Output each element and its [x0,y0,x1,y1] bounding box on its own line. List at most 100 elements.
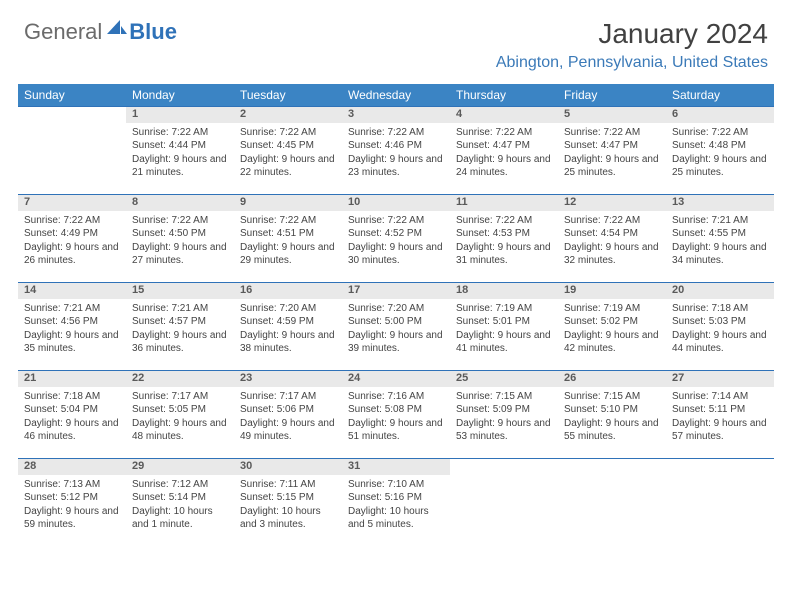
daylight-line: Daylight: 9 hours and 21 minutes. [132,153,228,180]
daylight-line: Daylight: 9 hours and 53 minutes. [456,417,552,444]
sunset-line: Sunset: 5:04 PM [24,403,120,417]
daylight-line: Daylight: 9 hours and 36 minutes. [132,329,228,356]
day-body-cell: Sunrise: 7:22 AMSunset: 4:48 PMDaylight:… [666,123,774,195]
day-body-cell: Sunrise: 7:22 AMSunset: 4:54 PMDaylight:… [558,211,666,283]
day-number-cell: 6 [666,107,774,123]
weekday-header: Wednesday [342,84,450,107]
sunrise-line: Sunrise: 7:21 AM [132,302,228,316]
day-body-row: Sunrise: 7:18 AMSunset: 5:04 PMDaylight:… [18,387,774,459]
day-body-cell: Sunrise: 7:18 AMSunset: 5:04 PMDaylight:… [18,387,126,459]
daylight-line: Daylight: 9 hours and 42 minutes. [564,329,660,356]
day-body-cell: Sunrise: 7:11 AMSunset: 5:15 PMDaylight:… [234,475,342,547]
day-body-row: Sunrise: 7:13 AMSunset: 5:12 PMDaylight:… [18,475,774,547]
daylight-line: Daylight: 9 hours and 59 minutes. [24,505,120,532]
sunset-line: Sunset: 5:14 PM [132,491,228,505]
sunrise-line: Sunrise: 7:21 AM [672,214,768,228]
sunrise-line: Sunrise: 7:11 AM [240,478,336,492]
day-number-cell: 10 [342,195,450,211]
sunset-line: Sunset: 5:03 PM [672,315,768,329]
sunset-line: Sunset: 5:16 PM [348,491,444,505]
sunrise-line: Sunrise: 7:15 AM [456,390,552,404]
sunrise-line: Sunrise: 7:22 AM [456,214,552,228]
day-number-cell [666,459,774,475]
day-body-cell: Sunrise: 7:16 AMSunset: 5:08 PMDaylight:… [342,387,450,459]
day-number-cell: 26 [558,371,666,387]
sunrise-line: Sunrise: 7:22 AM [564,126,660,140]
day-number-cell: 2 [234,107,342,123]
day-body-row: Sunrise: 7:22 AMSunset: 4:44 PMDaylight:… [18,123,774,195]
sunset-line: Sunset: 5:15 PM [240,491,336,505]
day-number-cell: 3 [342,107,450,123]
sunset-line: Sunset: 4:55 PM [672,227,768,241]
day-number-cell: 7 [18,195,126,211]
daylight-line: Daylight: 9 hours and 51 minutes. [348,417,444,444]
weekday-header: Monday [126,84,234,107]
sunrise-line: Sunrise: 7:22 AM [348,214,444,228]
day-body-cell: Sunrise: 7:22 AMSunset: 4:45 PMDaylight:… [234,123,342,195]
sunset-line: Sunset: 4:53 PM [456,227,552,241]
day-body-cell: Sunrise: 7:17 AMSunset: 5:06 PMDaylight:… [234,387,342,459]
day-body-cell: Sunrise: 7:22 AMSunset: 4:51 PMDaylight:… [234,211,342,283]
daylight-line: Daylight: 9 hours and 22 minutes. [240,153,336,180]
sunset-line: Sunset: 4:49 PM [24,227,120,241]
daylight-line: Daylight: 9 hours and 25 minutes. [564,153,660,180]
sunrise-line: Sunrise: 7:18 AM [24,390,120,404]
sunrise-line: Sunrise: 7:22 AM [240,214,336,228]
weekday-header: Saturday [666,84,774,107]
day-number-row: 123456 [18,107,774,123]
sunset-line: Sunset: 5:02 PM [564,315,660,329]
day-body-cell: Sunrise: 7:22 AMSunset: 4:46 PMDaylight:… [342,123,450,195]
sunrise-line: Sunrise: 7:20 AM [348,302,444,316]
day-number-cell [450,459,558,475]
daylight-line: Daylight: 10 hours and 3 minutes. [240,505,336,532]
sunrise-line: Sunrise: 7:22 AM [564,214,660,228]
daylight-line: Daylight: 9 hours and 46 minutes. [24,417,120,444]
day-number-cell: 13 [666,195,774,211]
day-number-cell: 30 [234,459,342,475]
sunset-line: Sunset: 5:05 PM [132,403,228,417]
day-number-cell: 15 [126,283,234,299]
day-body-cell: Sunrise: 7:12 AMSunset: 5:14 PMDaylight:… [126,475,234,547]
day-body-cell: Sunrise: 7:19 AMSunset: 5:01 PMDaylight:… [450,299,558,371]
daylight-line: Daylight: 9 hours and 31 minutes. [456,241,552,268]
sunset-line: Sunset: 4:59 PM [240,315,336,329]
day-number-cell: 28 [18,459,126,475]
day-body-cell: Sunrise: 7:17 AMSunset: 5:05 PMDaylight:… [126,387,234,459]
day-number-cell: 5 [558,107,666,123]
sunset-line: Sunset: 4:45 PM [240,139,336,153]
logo-sail-icon [107,18,127,39]
daylight-line: Daylight: 9 hours and 26 minutes. [24,241,120,268]
daylight-line: Daylight: 9 hours and 55 minutes. [564,417,660,444]
day-number-cell: 14 [18,283,126,299]
sunrise-line: Sunrise: 7:22 AM [672,126,768,140]
sunset-line: Sunset: 5:01 PM [456,315,552,329]
sunset-line: Sunset: 5:11 PM [672,403,768,417]
sunrise-line: Sunrise: 7:16 AM [348,390,444,404]
day-body-cell: Sunrise: 7:20 AMSunset: 4:59 PMDaylight:… [234,299,342,371]
weekday-header: Tuesday [234,84,342,107]
sunset-line: Sunset: 4:54 PM [564,227,660,241]
day-body-cell: Sunrise: 7:22 AMSunset: 4:47 PMDaylight:… [450,123,558,195]
day-number-cell: 16 [234,283,342,299]
sunset-line: Sunset: 4:57 PM [132,315,228,329]
day-body-cell: Sunrise: 7:18 AMSunset: 5:03 PMDaylight:… [666,299,774,371]
sunset-line: Sunset: 4:47 PM [564,139,660,153]
daylight-line: Daylight: 9 hours and 38 minutes. [240,329,336,356]
sunrise-line: Sunrise: 7:12 AM [132,478,228,492]
sunset-line: Sunset: 4:50 PM [132,227,228,241]
sunrise-line: Sunrise: 7:18 AM [672,302,768,316]
day-body-row: Sunrise: 7:22 AMSunset: 4:49 PMDaylight:… [18,211,774,283]
calendar-table: SundayMondayTuesdayWednesdayThursdayFrid… [18,84,774,547]
daylight-line: Daylight: 9 hours and 25 minutes. [672,153,768,180]
day-number-cell: 19 [558,283,666,299]
day-body-cell: Sunrise: 7:21 AMSunset: 4:56 PMDaylight:… [18,299,126,371]
day-body-cell [450,475,558,547]
day-number-cell: 8 [126,195,234,211]
day-body-cell: Sunrise: 7:22 AMSunset: 4:49 PMDaylight:… [18,211,126,283]
sunrise-line: Sunrise: 7:22 AM [132,126,228,140]
logo-word2: Blue [129,19,177,45]
day-body-cell: Sunrise: 7:10 AMSunset: 5:16 PMDaylight:… [342,475,450,547]
day-number-cell: 31 [342,459,450,475]
day-number-cell: 18 [450,283,558,299]
sunset-line: Sunset: 5:12 PM [24,491,120,505]
